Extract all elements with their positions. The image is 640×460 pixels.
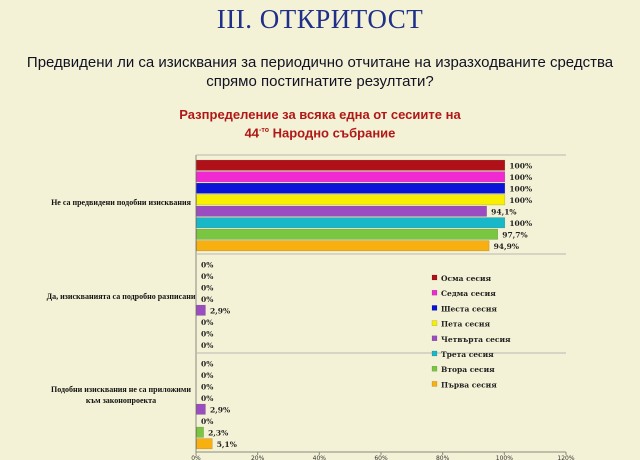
category-label-2: Подобни изисквания не са приложими към з… <box>51 385 191 405</box>
legend-swatch <box>431 381 438 387</box>
data-label: 2,9% <box>210 405 230 414</box>
data-label: 97,7% <box>502 230 527 239</box>
legend-label: Трета сесия <box>441 350 494 359</box>
slide-title: III. ОТКРИТОСТ <box>216 4 424 34</box>
legend-label: Четвърта сесия <box>441 335 511 344</box>
legend-swatch <box>431 305 438 311</box>
data-label: 0% <box>201 272 213 281</box>
data-label: 100% <box>509 184 532 193</box>
x-tick-label: 0% <box>191 455 201 460</box>
x-tick-label: 100% <box>496 455 513 460</box>
bar <box>196 159 506 171</box>
bar <box>196 182 506 194</box>
data-label: 0% <box>201 329 213 338</box>
bar <box>196 205 487 217</box>
data-label: 0% <box>201 359 213 368</box>
question-line-1: Предвидени ли са изисквания за периодичн… <box>26 54 614 71</box>
data-label: 94,1% <box>491 207 516 216</box>
legend-swatch <box>431 274 438 281</box>
data-label: 0% <box>201 341 213 350</box>
subtitle-line-1: Разпределение за всяка една от сесиите н… <box>179 107 461 122</box>
bar <box>196 171 506 183</box>
x-tick-label: 60% <box>374 455 388 460</box>
x-tick-label: 80% <box>436 455 450 460</box>
x-tick-label: 120% <box>557 455 574 460</box>
legend-label: Седма сесия <box>441 289 496 298</box>
data-label: 0% <box>201 318 213 327</box>
legend-label: Осма сесия <box>441 274 492 283</box>
data-label: 0% <box>201 417 213 426</box>
x-tick-label: 20% <box>251 455 265 460</box>
data-label: 0% <box>201 260 213 269</box>
legend-label: Втора сесия <box>441 365 495 374</box>
x-tick-label: 40% <box>313 455 327 460</box>
assembly-suffix: -то <box>259 127 269 134</box>
data-label: 0% <box>201 283 213 292</box>
bar <box>196 438 213 450</box>
bar <box>196 228 498 240</box>
subtitle-rest: Народно събрание <box>269 125 396 141</box>
data-label: 5,1% <box>217 440 237 449</box>
question-text: Предвидени ли са изисквания за периодичн… <box>0 53 640 91</box>
legend-swatch <box>431 320 438 326</box>
bar <box>196 217 506 229</box>
bar <box>196 304 206 316</box>
data-label: 100% <box>509 196 532 205</box>
data-label: 0% <box>201 382 213 391</box>
data-label: 94,9% <box>494 242 519 251</box>
data-label: 100% <box>509 219 532 228</box>
assembly-number: 44 <box>244 125 260 141</box>
category-label-0: Не са предвидени подобни изисквания <box>51 198 191 207</box>
bar <box>196 194 506 206</box>
data-label: 2,3% <box>208 428 228 437</box>
question-line-2: спрямо постигнатите резултати? <box>206 73 434 90</box>
data-label: 0% <box>201 295 213 304</box>
data-label: 0% <box>201 394 213 403</box>
legend-label: Пета сесия <box>441 320 490 329</box>
legend-label: Шеста сесия <box>441 304 497 313</box>
bar <box>196 240 490 252</box>
legend-swatch <box>431 290 438 296</box>
subtitle-line-2: 44-то Народно събрание <box>0 123 640 141</box>
chart-subtitle: Разпределение за всяка една от сесиите н… <box>0 107 640 141</box>
legend-label: Първа сесия <box>441 380 497 389</box>
legend-swatch <box>431 350 438 357</box>
data-label: 100% <box>509 161 532 170</box>
bar <box>196 426 204 438</box>
legend-swatch <box>431 335 438 341</box>
data-label: 100% <box>509 173 532 182</box>
category-label-1: Да, изискванията са подробно разписани <box>46 292 196 301</box>
legend-swatch <box>431 366 438 372</box>
bar <box>196 403 206 415</box>
data-label: 0% <box>201 371 213 380</box>
data-label: 2,9% <box>210 306 230 315</box>
